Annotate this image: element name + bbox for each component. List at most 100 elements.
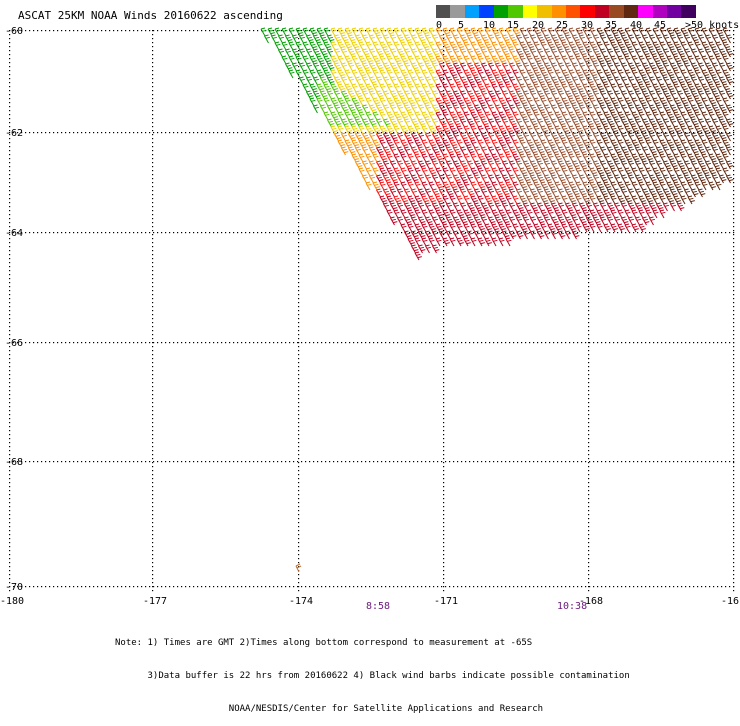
wind-barb — [561, 125, 569, 135]
wind-barb — [565, 188, 573, 198]
wind-barb — [362, 34, 369, 44]
wind-barb — [607, 216, 614, 226]
wind-barb — [624, 111, 631, 121]
wind-barb — [565, 132, 573, 142]
wind-barb — [439, 188, 446, 198]
wind-barb — [589, 223, 596, 233]
wind-barb — [600, 76, 608, 86]
wind-barb — [582, 69, 590, 79]
wind-barb — [579, 34, 586, 44]
wind-barb — [512, 181, 519, 191]
wind-barb — [596, 55, 604, 65]
wind-barb — [701, 55, 708, 65]
wind-barb — [526, 209, 533, 219]
wind-barb — [642, 188, 650, 198]
wind-barb — [656, 132, 663, 142]
wind-barb — [309, 97, 316, 107]
wind-barb — [460, 188, 467, 198]
wind-barb — [533, 125, 540, 135]
wind-barb — [470, 69, 478, 79]
wind-barb — [530, 62, 538, 72]
wind-barb — [656, 104, 663, 114]
wind-barb — [547, 55, 554, 65]
wind-barb — [355, 62, 363, 72]
wind-barb — [642, 118, 650, 128]
wind-barb — [722, 167, 729, 177]
wind-barb — [351, 125, 359, 135]
wind-barb — [439, 62, 446, 72]
wind-barb — [642, 104, 649, 114]
wind-barb — [666, 167, 673, 177]
wind-barb — [442, 237, 450, 247]
wind-barb — [530, 104, 538, 114]
wind-barb — [530, 216, 537, 226]
wind-barb — [708, 125, 716, 135]
wind-barb — [554, 83, 562, 93]
wind-barb — [411, 34, 418, 44]
wind-barb — [586, 188, 594, 198]
wind-barb — [274, 27, 281, 37]
wind-barb — [449, 209, 456, 219]
wind-barb — [414, 125, 421, 135]
wind-barb — [691, 90, 699, 100]
wind-barb — [439, 216, 447, 226]
wind-barb — [393, 83, 400, 93]
wind-barb — [460, 62, 467, 72]
wind-barb — [568, 125, 575, 135]
wind-barb — [477, 153, 485, 163]
wind-barb — [302, 55, 309, 65]
wind-barb — [372, 125, 380, 135]
wind-barb — [498, 111, 506, 121]
wind-barb — [666, 55, 673, 65]
wind-barb — [425, 174, 432, 184]
wind-barb — [393, 27, 400, 37]
wind-barb — [635, 90, 642, 100]
wind-barb — [390, 104, 397, 114]
wind-barb — [624, 69, 631, 79]
wind-barb — [425, 76, 432, 86]
wind-barb — [348, 48, 356, 58]
wind-barb — [418, 216, 426, 226]
wind-barb — [582, 83, 589, 93]
wind-barb — [330, 125, 338, 135]
wind-barb — [432, 146, 440, 156]
wind-barb — [565, 146, 573, 156]
wind-barb — [575, 41, 583, 51]
wind-barb — [589, 153, 596, 163]
wind-barb — [456, 195, 463, 205]
wind-barb — [358, 83, 366, 93]
wind-barb — [533, 69, 541, 79]
wind-barb — [551, 202, 559, 212]
wind-barb — [379, 83, 386, 93]
wind-barb — [726, 160, 734, 170]
wind-barb — [575, 69, 583, 79]
wind-barb — [428, 139, 436, 149]
wind-barb — [544, 132, 551, 142]
wind-barb — [631, 181, 638, 191]
wind-barb — [400, 195, 408, 205]
wind-barb — [558, 76, 566, 86]
wind-barb — [687, 97, 694, 107]
wind-barb — [435, 97, 443, 107]
wind-barb — [659, 41, 666, 51]
wind-barb — [439, 230, 446, 240]
wind-barb — [635, 132, 643, 142]
wind-barb — [460, 132, 468, 142]
wind-barb — [705, 146, 712, 156]
wind-barb — [586, 174, 594, 184]
wind-barb — [593, 146, 601, 156]
wind-barb — [726, 76, 734, 86]
wind-barb — [400, 27, 407, 37]
wind-barb — [554, 41, 562, 51]
wind-barb — [684, 146, 691, 156]
wind-barb — [568, 27, 575, 37]
wind-barb — [638, 153, 646, 163]
wind-barb — [593, 132, 600, 142]
wind-barb — [600, 174, 608, 184]
wind-barb — [428, 195, 436, 205]
wind-barb — [687, 55, 694, 65]
wind-barb — [719, 174, 727, 184]
wind-barb — [316, 41, 323, 51]
wind-barb — [523, 188, 530, 198]
wind-barb — [442, 27, 450, 37]
